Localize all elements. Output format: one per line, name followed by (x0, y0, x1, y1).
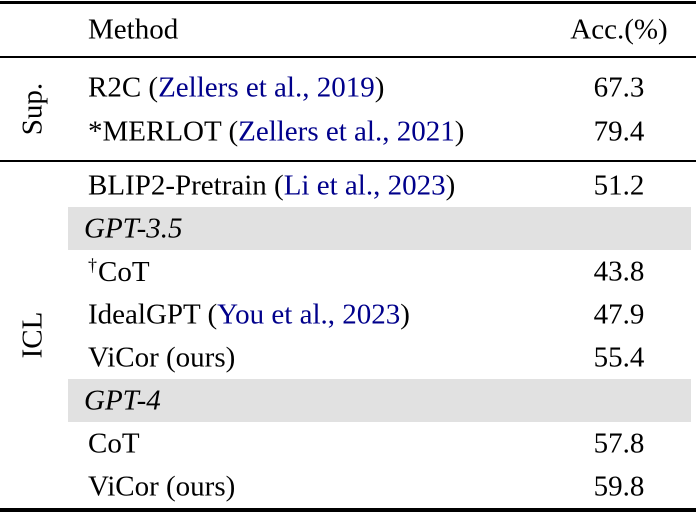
table-row: CoT 57.8 (0, 422, 696, 465)
method-cell: ViCor (ours) (88, 470, 236, 502)
table-row: †CoT 43.8 (0, 250, 696, 293)
model-subheader: GPT-3.5 (84, 212, 183, 244)
accuracy-value: 55.4 (593, 341, 645, 373)
table-row: BLIP2-Pretrain (Li et al., 2023) 51.2 (0, 164, 696, 207)
subheader-row-gpt4: GPT-4 (0, 379, 696, 422)
method-cell: R2C (Zellers et al., 2019) (88, 71, 385, 104)
accuracy-value: 57.8 (593, 427, 645, 459)
citation-link[interactable]: You et al., 2023 (217, 298, 401, 330)
table-row: ViCor (ours) 59.8 (0, 465, 696, 508)
table-row: IdealGPT (You et al., 2023) 47.9 (0, 293, 696, 336)
accuracy-value: 43.8 (593, 255, 645, 287)
method-cell: †CoT (88, 254, 150, 288)
group-supervised: Sup. R2C (Zellers et al., 2019) 67.3 *ME… (0, 58, 696, 160)
citation-link[interactable]: Li et al., 2023 (283, 169, 446, 201)
method-cell: ViCor (ours) (88, 341, 236, 373)
table-header-row: Method Acc.(%) (0, 4, 696, 56)
accuracy-value: 51.2 (593, 169, 645, 201)
accuracy-value: 59.8 (593, 470, 645, 502)
accuracy-value: 79.4 (593, 115, 645, 148)
table-row: R2C (Zellers et al., 2019) 67.3 (0, 66, 696, 110)
header-rule (0, 56, 696, 58)
method-cell: CoT (88, 427, 140, 459)
subheader-row-gpt35: GPT-3.5 (0, 207, 696, 250)
citation-link[interactable]: Zellers et al., 2021 (238, 115, 455, 148)
method-cell: BLIP2-Pretrain (Li et al., 2023) (88, 169, 456, 201)
method-cell: IdealGPT (You et al., 2023) (88, 298, 410, 330)
column-header-acc: Acc.(%) (570, 13, 668, 46)
table-row: ViCor (ours) 55.4 (0, 336, 696, 379)
accuracy-value: 67.3 (593, 71, 645, 104)
dagger-mark: † (88, 254, 98, 275)
column-header-method: Method (88, 13, 179, 46)
row-shade-band (68, 207, 691, 250)
section-rule (0, 160, 696, 162)
model-subheader: GPT-4 (84, 384, 161, 416)
row-shade-band (68, 379, 691, 422)
table-row: *MERLOT (Zellers et al., 2021) 79.4 (0, 110, 696, 154)
group-icl: ICL BLIP2-Pretrain (Li et al., 2023) 51.… (0, 162, 696, 508)
citation-link[interactable]: Zellers et al., 2019 (158, 71, 375, 104)
top-rule (0, 1, 696, 4)
method-cell: *MERLOT (Zellers et al., 2021) (88, 115, 465, 148)
accuracy-value: 47.9 (593, 298, 645, 330)
bottom-rule (0, 508, 696, 512)
